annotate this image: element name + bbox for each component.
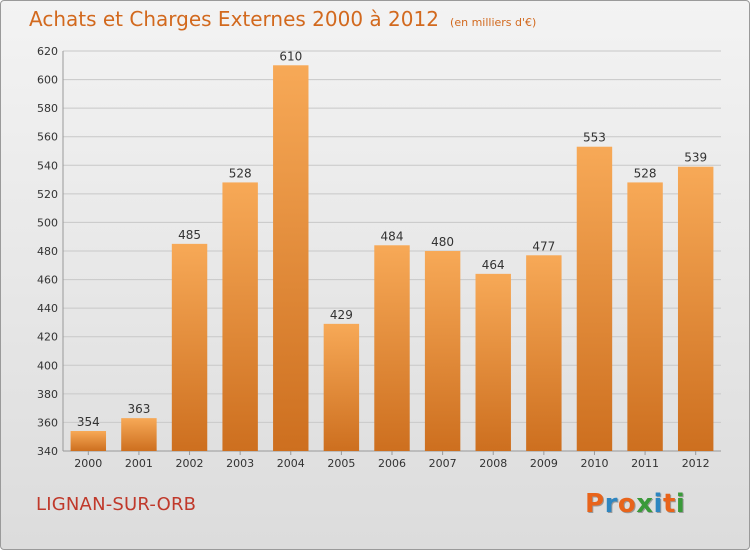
y-tick-label: 500 (37, 216, 58, 229)
bar (171, 243, 208, 451)
bar (121, 418, 157, 451)
bar (273, 65, 309, 452)
bar-value-label: 464 (482, 258, 505, 272)
x-tick-label: 2010 (580, 457, 608, 470)
x-tick-label: 2000 (74, 457, 102, 470)
y-tick-label: 620 (37, 45, 58, 58)
y-tick-label: 580 (37, 102, 58, 115)
logo-letter: x (636, 489, 654, 519)
x-tick-label: 2012 (682, 457, 710, 470)
bar-value-label: 485 (178, 228, 201, 242)
y-tick-label: 540 (37, 159, 58, 172)
y-tick-label: 420 (37, 331, 58, 344)
bar (475, 273, 511, 451)
bar (627, 182, 663, 451)
x-tick-label: 2006 (378, 457, 406, 470)
bar-value-label: 610 (279, 49, 302, 63)
y-tick-label: 560 (37, 131, 58, 144)
bar-value-label: 553 (583, 131, 606, 145)
proxiti-logo[interactable]: Proxiti (585, 489, 685, 519)
logo-letter: i (675, 489, 686, 519)
bar-value-label: 429 (330, 308, 353, 322)
x-tick-label: 2004 (277, 457, 305, 470)
x-tick-label: 2007 (429, 457, 457, 470)
bar-value-label: 528 (229, 166, 252, 180)
bar (222, 182, 258, 451)
label-layer: 354 363 485 528 610 429 484 480 464 477 553 528 539 (77, 49, 707, 429)
x-tick-label: 2009 (530, 457, 558, 470)
bar-value-label: 363 (127, 402, 150, 416)
x-tick-label: 2001 (125, 457, 153, 470)
y-tick-label: 400 (37, 359, 58, 372)
logo-letter: P (585, 489, 605, 519)
bar-value-label: 354 (77, 415, 100, 429)
x-tick-label: 2003 (226, 457, 254, 470)
logo-letter: o (617, 489, 637, 519)
chart-subtitle: (en milliers d'€) (450, 16, 537, 29)
bar-value-label: 539 (684, 151, 707, 165)
x-tick-label: 2008 (479, 457, 507, 470)
bar (374, 245, 410, 451)
y-tick-label: 340 (37, 445, 58, 458)
y-tick-label: 360 (37, 416, 58, 429)
bar-value-label: 484 (381, 229, 404, 243)
bar-value-label: 528 (634, 166, 657, 180)
bar (70, 431, 107, 451)
bar (424, 251, 461, 451)
x-tick-label: 2005 (327, 457, 355, 470)
bar (677, 166, 714, 451)
bar (323, 323, 360, 451)
logo-letter: i (653, 489, 663, 519)
y-tick-label: 380 (37, 388, 58, 401)
bar-layer (70, 65, 714, 452)
bar (576, 146, 613, 451)
chart-title: Achats et Charges Externes 2000 à 2012 (29, 7, 439, 31)
y-tick-label: 440 (37, 302, 58, 315)
bar (526, 255, 562, 451)
logo-letter: t (662, 489, 676, 519)
y-tick-label: 520 (37, 188, 58, 201)
y-tick-label: 460 (37, 274, 58, 287)
x-tick-label: 2002 (176, 457, 204, 470)
bar-value-label: 480 (431, 235, 454, 249)
y-tick-label: 480 (37, 245, 58, 258)
title-row: Achats et Charges Externes 2000 à 2012 (… (29, 7, 536, 31)
commune-name: LIGNAN-SUR-ORB (36, 494, 197, 515)
x-tick-label: 2011 (631, 457, 659, 470)
y-tick-label: 600 (37, 74, 58, 87)
logo-letter: r (604, 489, 618, 519)
bar-value-label: 477 (532, 239, 555, 253)
